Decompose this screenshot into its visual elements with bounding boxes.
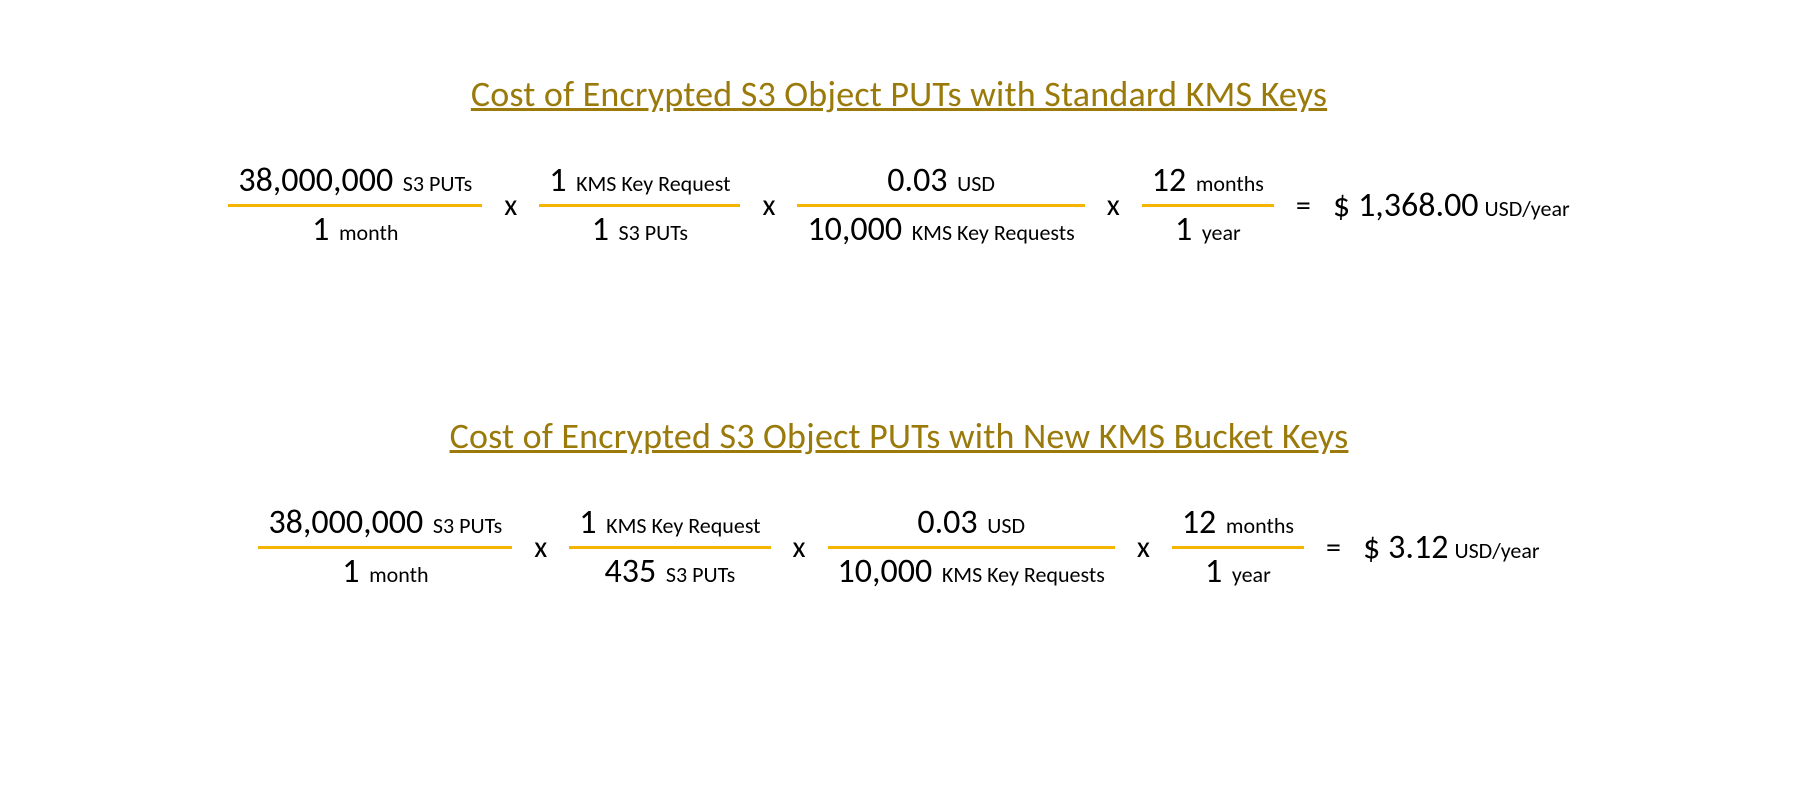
fraction-numerator: 38,000,000 S3 PUTs xyxy=(228,158,482,204)
num-unit: months xyxy=(1226,512,1294,539)
fraction-denominator: 10,000 KMS Key Requests xyxy=(828,549,1115,595)
fraction-s3-puts-per-month: 38,000,000 S3 PUTs 1 month xyxy=(258,500,512,595)
den-unit: S3 PUTs xyxy=(619,219,688,246)
fraction-kms-per-put: 1 KMS Key Request 435 S3 PUTs xyxy=(569,500,770,595)
result-prefix: $ xyxy=(1333,185,1350,226)
den-value: 1 xyxy=(1175,209,1192,250)
result-prefix: $ xyxy=(1363,527,1380,568)
den-value: 435 xyxy=(605,551,657,592)
fraction-s3-puts-per-month: 38,000,000 S3 PUTs 1 month xyxy=(228,158,482,253)
den-value: 1 xyxy=(1205,551,1222,592)
fraction-kms-per-put: 1 KMS Key Request 1 S3 PUTs xyxy=(539,158,740,253)
equation-bucket-keys: 38,000,000 S3 PUTs 1 month x 1 KMS Key R… xyxy=(0,500,1798,595)
num-unit: months xyxy=(1196,170,1264,197)
times-operator: x xyxy=(1103,187,1124,224)
fraction-numerator: 1 KMS Key Request xyxy=(569,500,770,546)
den-unit: month xyxy=(369,561,428,588)
times-operator: x xyxy=(530,529,551,566)
num-value: 0.03 xyxy=(917,502,977,543)
den-unit: year xyxy=(1232,561,1271,588)
fraction-months-per-year: 12 months 1 year xyxy=(1172,500,1304,595)
fraction-denominator: 1 month xyxy=(302,207,408,253)
den-unit: month xyxy=(339,219,398,246)
times-operator: x xyxy=(1133,529,1154,566)
num-unit: KMS Key Request xyxy=(576,170,730,197)
fraction-numerator: 38,000,000 S3 PUTs xyxy=(258,500,512,546)
num-value: 1 xyxy=(549,160,566,201)
title-standard-kms: Cost of Encrypted S3 Object PUTs with St… xyxy=(0,72,1798,116)
fraction-usd-per-kms: 0.03 USD 10,000 KMS Key Requests xyxy=(828,500,1115,595)
den-unit: year xyxy=(1202,219,1241,246)
equals-operator: = xyxy=(1292,187,1315,224)
fraction-numerator: 12 months xyxy=(1172,500,1304,546)
den-value: 1 xyxy=(342,551,359,592)
den-value: 10,000 xyxy=(807,209,902,250)
fraction-numerator: 12 months xyxy=(1142,158,1274,204)
num-unit: USD xyxy=(987,512,1025,539)
num-value: 12 xyxy=(1152,160,1186,201)
den-unit: S3 PUTs xyxy=(666,561,735,588)
title-bucket-keys: Cost of Encrypted S3 Object PUTs with Ne… xyxy=(0,414,1798,458)
den-value: 1 xyxy=(312,209,329,250)
times-operator: x xyxy=(758,187,779,224)
fraction-denominator: 10,000 KMS Key Requests xyxy=(797,207,1084,253)
num-value: 0.03 xyxy=(887,160,947,201)
fraction-denominator: 1 S3 PUTs xyxy=(582,207,698,253)
num-value: 1 xyxy=(579,502,596,543)
fraction-denominator: 435 S3 PUTs xyxy=(595,549,746,595)
result-unit: USD/year xyxy=(1485,195,1570,222)
section-standard-kms: Cost of Encrypted S3 Object PUTs with St… xyxy=(0,72,1798,253)
fraction-denominator: 1 month xyxy=(332,549,438,595)
times-operator: x xyxy=(500,187,521,224)
den-unit: KMS Key Requests xyxy=(942,561,1105,588)
equals-operator: = xyxy=(1322,529,1345,566)
den-value: 1 xyxy=(592,209,609,250)
fraction-denominator: 1 year xyxy=(1165,207,1251,253)
section-bucket-keys: Cost of Encrypted S3 Object PUTs with Ne… xyxy=(0,414,1798,595)
fraction-denominator: 1 year xyxy=(1195,549,1281,595)
result-value: 3.12 xyxy=(1388,527,1448,568)
result-standard-kms: $ 1,368.00 USD/year xyxy=(1333,185,1570,226)
fraction-numerator: 0.03 USD xyxy=(907,500,1035,546)
result-bucket-keys: $ 3.12 USD/year xyxy=(1363,527,1540,568)
num-unit: USD xyxy=(957,170,995,197)
fraction-months-per-year: 12 months 1 year xyxy=(1142,158,1274,253)
times-operator: x xyxy=(789,529,810,566)
num-unit: S3 PUTs xyxy=(433,512,502,539)
num-value: 38,000,000 xyxy=(238,160,393,201)
fraction-numerator: 0.03 USD xyxy=(877,158,1005,204)
result-unit: USD/year xyxy=(1454,537,1539,564)
result-value: 1,368.00 xyxy=(1358,185,1478,226)
fraction-usd-per-kms: 0.03 USD 10,000 KMS Key Requests xyxy=(797,158,1084,253)
num-value: 12 xyxy=(1182,502,1216,543)
den-value: 10,000 xyxy=(838,551,933,592)
equation-standard-kms: 38,000,000 S3 PUTs 1 month x 1 KMS Key R… xyxy=(0,158,1798,253)
cost-comparison-diagram: Cost of Encrypted S3 Object PUTs with St… xyxy=(0,0,1798,798)
num-unit: KMS Key Request xyxy=(606,512,760,539)
num-unit: S3 PUTs xyxy=(403,170,472,197)
den-unit: KMS Key Requests xyxy=(912,219,1075,246)
num-value: 38,000,000 xyxy=(268,502,423,543)
fraction-numerator: 1 KMS Key Request xyxy=(539,158,740,204)
